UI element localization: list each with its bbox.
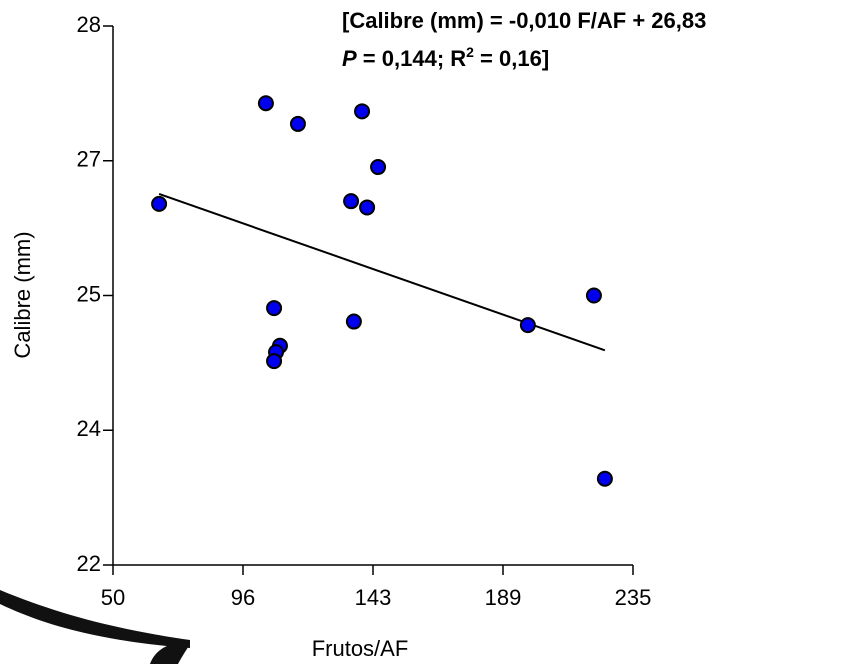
annotation-part: 2 bbox=[466, 44, 474, 60]
y-tick-label: 28 bbox=[77, 12, 101, 37]
annotation-part: = 0,144; R bbox=[357, 46, 467, 71]
point bbox=[359, 199, 376, 216]
point bbox=[519, 317, 536, 334]
point bbox=[343, 193, 360, 210]
point bbox=[345, 313, 362, 330]
y-tick-label: 22 bbox=[77, 551, 101, 576]
point bbox=[354, 103, 371, 120]
x-tick-label: 235 bbox=[615, 585, 652, 610]
point bbox=[266, 353, 283, 370]
y-tick-label: 25 bbox=[77, 281, 101, 306]
annotation: [Calibre (mm) = -0,010 F/AF + 26,83 bbox=[342, 8, 706, 33]
y-axis-title: Calibre (mm) bbox=[10, 231, 35, 358]
x-tick-label: 50 bbox=[101, 585, 125, 610]
y-tick-label: 24 bbox=[77, 416, 101, 441]
decoration bbox=[150, 643, 190, 664]
point bbox=[370, 159, 387, 176]
point bbox=[596, 470, 613, 487]
point bbox=[257, 95, 274, 112]
annotation-part: = 0,16] bbox=[474, 46, 549, 71]
decoration bbox=[0, 590, 190, 648]
annotation-part: P bbox=[342, 46, 357, 71]
x-tick-label: 189 bbox=[485, 585, 522, 610]
point bbox=[151, 195, 168, 212]
x-tick-label: 96 bbox=[231, 585, 255, 610]
x-axis-title: Frutos/AF bbox=[312, 636, 409, 661]
point bbox=[266, 300, 283, 317]
fit-line bbox=[158, 193, 606, 352]
point bbox=[289, 115, 306, 132]
x-tick-label: 143 bbox=[355, 585, 392, 610]
annotation: P = 0,144; R2 = 0,16] bbox=[342, 44, 549, 71]
y-tick-label: 27 bbox=[77, 147, 101, 172]
point bbox=[585, 287, 602, 304]
